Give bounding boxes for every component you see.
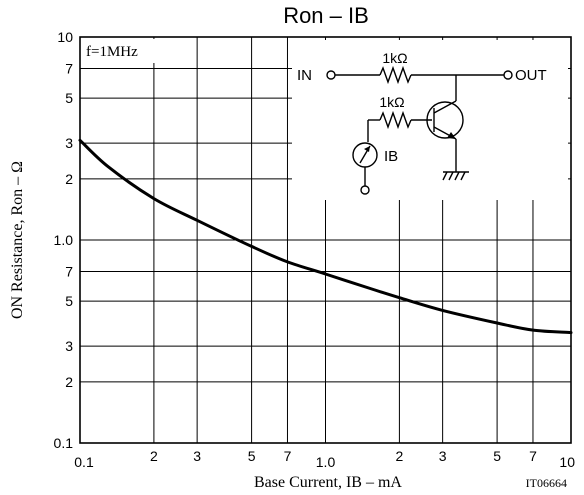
y-tick-label: 2 [65, 171, 73, 187]
y-tick-label: 5 [65, 90, 73, 106]
y-axis-label: ON Resistance, Ron – Ω [9, 161, 26, 319]
y-tick-label: 3 [65, 135, 73, 151]
x-tick-label: 7 [529, 448, 537, 464]
x-tick-label: 5 [493, 448, 501, 464]
circuit-inset: IN OUT 1kΩ 1kΩ IB [292, 40, 568, 200]
x-axis-label: Base Current, IB – mA [254, 474, 402, 491]
x-tick-label: 1.0 [316, 454, 336, 470]
y-tick-label: 7 [65, 263, 73, 279]
x-tick-label: 10 [559, 454, 575, 470]
condition-label-bg [82, 39, 160, 63]
x-tick-label: 0.1 [74, 454, 94, 470]
x-tick-label: 2 [150, 448, 158, 464]
chart-title: Ron – IB [283, 3, 369, 28]
x-tick-label: 3 [439, 448, 447, 464]
y-tick-label: 10 [57, 29, 73, 45]
series-line [78, 138, 573, 335]
figure-code: IT06664 [526, 476, 567, 490]
y-tick-label: 1.0 [54, 232, 74, 248]
r2-label: 1kΩ [379, 94, 404, 110]
in-label: IN [297, 67, 312, 84]
meter-label: IB [384, 148, 398, 165]
out-terminal [503, 70, 513, 80]
out-label: OUT [515, 67, 547, 84]
condition-label: f=1MHz [86, 44, 138, 60]
resistor-1 [379, 65, 412, 85]
transistor [426, 101, 464, 139]
y-tick-label: 5 [65, 293, 73, 309]
x-tick-label: 2 [396, 448, 404, 464]
resistor-2 [379, 110, 412, 130]
y-tick-label: 2 [65, 374, 73, 390]
x-tick-label: 5 [248, 448, 256, 464]
y-tick-label: 7 [65, 60, 73, 76]
r1-label: 1kΩ [382, 50, 407, 66]
x-tick-label: 7 [284, 448, 292, 464]
emitter-arrow [447, 132, 456, 139]
x-tick-labels: 0.1 2 3 5 7 1.0 2 3 5 7 10 [74, 448, 575, 470]
y-tick-label: 3 [65, 338, 73, 354]
plot-frame [79, 36, 572, 444]
meter-terminal [360, 185, 370, 195]
y-tick-label: 0.1 [54, 435, 74, 451]
x-tick-label: 3 [193, 448, 201, 464]
y-tick-labels: 10 7 5 3 2 1.0 7 5 3 2 0.1 [54, 29, 74, 451]
